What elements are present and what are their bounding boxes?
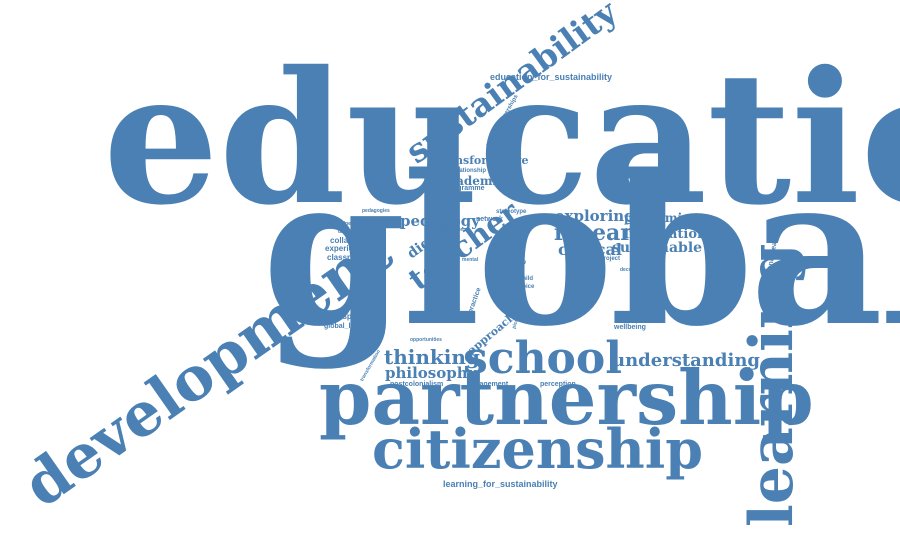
word-change: change bbox=[430, 309, 448, 315]
word-network: network bbox=[476, 216, 503, 223]
word-voice: voice bbox=[519, 284, 535, 290]
word-decolonising: decolonising bbox=[620, 267, 651, 273]
word-stereotype: stereotype bbox=[496, 209, 527, 215]
word-mental: mental bbox=[462, 257, 479, 263]
word-global: global bbox=[262, 130, 900, 372]
word-perspective: perspective bbox=[330, 312, 375, 321]
word-wellbeing: wellbeing bbox=[614, 324, 646, 331]
word-intervention: intervention bbox=[435, 227, 464, 233]
word-health: health bbox=[428, 301, 443, 307]
word-child: child bbox=[519, 276, 534, 282]
word-involved: involved bbox=[428, 317, 449, 323]
word-citizenship: citizenship bbox=[372, 417, 704, 481]
word-classroom: classroom bbox=[327, 253, 368, 262]
word-learning: learning bbox=[737, 243, 807, 527]
word-academic: academic bbox=[441, 174, 505, 188]
word-programme: programme bbox=[446, 185, 485, 192]
word-exploring: exploring bbox=[555, 207, 635, 225]
word-education-for-sustainability: education_for_sustainability bbox=[490, 72, 613, 82]
word-worldmindedness: worldmindedness bbox=[314, 221, 357, 227]
word-engagement: engagement bbox=[467, 381, 509, 388]
word-international: international bbox=[624, 227, 720, 242]
word-philosophy: philosophy bbox=[385, 364, 477, 382]
word-opportunities: opportunities bbox=[410, 337, 442, 343]
word-thinking: thinking bbox=[384, 345, 480, 369]
word-relationship: relationship bbox=[452, 168, 487, 174]
word-sustainable: sustainable bbox=[612, 240, 703, 256]
word-collaborative: collaborative bbox=[330, 236, 380, 245]
word-learning-for-sustainability: learning_for_sustainability bbox=[443, 479, 558, 489]
word-school: school bbox=[463, 333, 622, 384]
word-transformative: transformative bbox=[437, 154, 529, 167]
word-education: education bbox=[103, 31, 900, 245]
word-critical: critical bbox=[558, 240, 622, 259]
word-pedagogies: pedagogies bbox=[362, 208, 390, 214]
word-global-learning: global_learning bbox=[324, 323, 376, 330]
word-perception: perception bbox=[540, 381, 576, 388]
word-student: student bbox=[496, 236, 522, 243]
word-pedagogy: pedagogy bbox=[400, 212, 480, 230]
word-unitednations: unitednations bbox=[338, 229, 371, 235]
word-partnership: partnership bbox=[319, 354, 814, 442]
word-research: research bbox=[554, 220, 662, 246]
word-pandemic: pandemic bbox=[624, 211, 690, 225]
word-experience: experience bbox=[325, 244, 367, 253]
word-postcolonialism: postcolonialism bbox=[390, 381, 444, 388]
word-understanding: understanding bbox=[612, 350, 760, 371]
word-project: project bbox=[600, 256, 621, 262]
